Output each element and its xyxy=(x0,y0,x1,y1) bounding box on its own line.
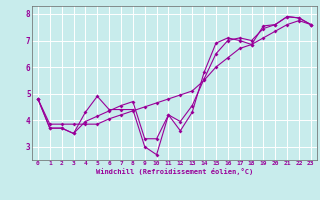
X-axis label: Windchill (Refroidissement éolien,°C): Windchill (Refroidissement éolien,°C) xyxy=(96,168,253,175)
